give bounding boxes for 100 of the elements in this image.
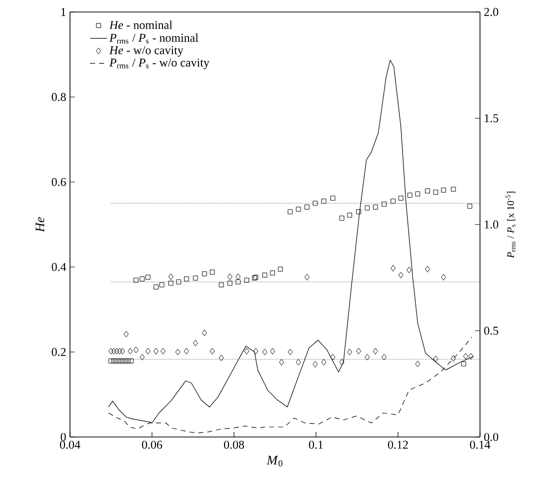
- point: [114, 358, 120, 364]
- x-tick-label: 0.1: [308, 440, 323, 449]
- point: [288, 348, 293, 356]
- point: [415, 191, 420, 196]
- point: [236, 274, 241, 280]
- point: [168, 274, 174, 280]
- point: [176, 279, 182, 284]
- point: [227, 280, 232, 286]
- point: [468, 353, 474, 360]
- point: [111, 348, 116, 354]
- point: [372, 348, 378, 354]
- point: [330, 196, 336, 201]
- point: [122, 358, 128, 364]
- point: [339, 216, 344, 221]
- point: [168, 280, 174, 286]
- point: [120, 348, 125, 354]
- y2-tick-label: 2.0: [484, 8, 498, 16]
- point: [461, 361, 466, 366]
- x-axis-title: M$_{0}$: [266, 456, 282, 466]
- point: [433, 356, 438, 362]
- y-tick-label: 0.4: [52, 262, 66, 272]
- point: [126, 358, 131, 364]
- legend-label: P$_{rms}$ / P$_{s}$ - nominal: [109, 33, 198, 44]
- point: [145, 348, 150, 354]
- point: [128, 358, 134, 364]
- point: [134, 346, 139, 354]
- point: [347, 348, 352, 356]
- point: [398, 196, 404, 201]
- point: [262, 272, 268, 278]
- point: [356, 348, 362, 354]
- point: [382, 354, 387, 360]
- point: [406, 266, 412, 274]
- point: [467, 204, 472, 209]
- point: [407, 192, 412, 198]
- point: [253, 348, 258, 354]
- y-tick-label: 0.2: [52, 348, 66, 356]
- point: [364, 205, 370, 210]
- point: [425, 188, 430, 194]
- point: [140, 276, 145, 282]
- point: [111, 358, 116, 364]
- point: [288, 209, 293, 214]
- point: [262, 348, 268, 356]
- point: [108, 348, 114, 354]
- point: [304, 204, 310, 210]
- point: [364, 354, 370, 360]
- point: [450, 355, 456, 362]
- point: [279, 358, 284, 366]
- point: [154, 284, 159, 290]
- point: [145, 274, 150, 280]
- point: [312, 200, 318, 206]
- legend-label: He - w/o cavity: [109, 46, 184, 57]
- point: [339, 358, 344, 366]
- point: [415, 360, 420, 368]
- point: [270, 270, 275, 276]
- x-tick-label: 0.14: [470, 440, 490, 449]
- y-tick-label: 1: [61, 8, 66, 16]
- point: [202, 330, 207, 336]
- point: [140, 354, 145, 360]
- y-axis-title: He: [36, 217, 44, 232]
- point: [108, 358, 114, 364]
- point: [425, 266, 430, 272]
- point: [330, 354, 336, 360]
- point: [227, 274, 232, 280]
- x-tick-label: 0.12: [388, 440, 408, 449]
- point: [463, 353, 468, 360]
- point: [175, 348, 180, 356]
- point: [117, 348, 122, 354]
- point: [184, 348, 189, 354]
- point: [202, 271, 207, 276]
- point: [278, 266, 283, 272]
- point: [159, 282, 164, 288]
- point: [236, 279, 241, 284]
- y2-axis-title: P$_{rms}$ / P$_{s}$ [x 10$^{-5}$]: [506, 192, 516, 258]
- point: [433, 190, 438, 195]
- point: [244, 348, 250, 354]
- point: [192, 340, 198, 346]
- y2-tick-label: 0.5: [484, 326, 498, 335]
- point: [450, 186, 456, 192]
- x-tick-label: 0.04: [60, 440, 80, 449]
- y-tick-label: 0.8: [52, 92, 66, 102]
- point: [398, 272, 404, 278]
- x-tick-label: 0.08: [224, 440, 244, 449]
- point: [312, 361, 318, 368]
- y-tick-label: 0: [60, 432, 66, 442]
- point: [244, 278, 250, 283]
- point: [154, 348, 159, 354]
- point: [347, 212, 352, 218]
- point: [114, 348, 120, 354]
- y2-tick-label: 1.5: [484, 114, 498, 122]
- point: [117, 358, 122, 364]
- point: [160, 348, 166, 354]
- x-tick-label: 0.06: [142, 440, 162, 449]
- point: [296, 206, 301, 212]
- y2-tick-label: 1.0: [484, 220, 498, 229]
- y2-tick-label: 0.0: [484, 432, 498, 442]
- point: [193, 276, 198, 280]
- point: [296, 358, 301, 366]
- point: [441, 188, 446, 193]
- point: [304, 274, 310, 280]
- legend-label: He - nominal: [109, 20, 172, 30]
